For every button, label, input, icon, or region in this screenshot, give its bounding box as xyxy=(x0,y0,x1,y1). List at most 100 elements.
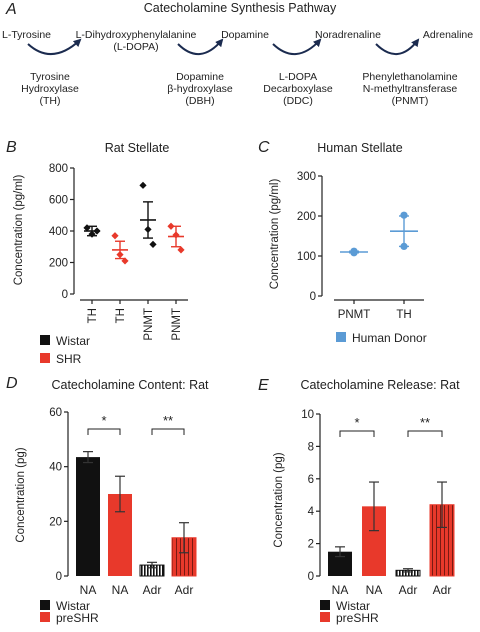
panel-letter-b: B xyxy=(6,139,17,156)
compound-l-tyrosine: L-Tyrosine xyxy=(2,29,51,41)
enzyme-ddc-line1: L-DOPA xyxy=(279,71,317,83)
panel-letter-d: D xyxy=(6,375,18,392)
arrow-dopamine-to-noradrenaline xyxy=(272,38,322,55)
significance-label: * xyxy=(101,413,106,428)
y-tick-label: 800 xyxy=(49,163,68,175)
y-axis-label: Concentration (pg/ml) xyxy=(13,175,25,286)
legend-swatch xyxy=(40,335,50,345)
chart-catecholamine-content: D Catecholamine Content: Rat Concentrati… xyxy=(6,375,209,625)
compound-l-dopa-abbrev: (L-DOPA) xyxy=(113,41,158,53)
panel-letter-e: E xyxy=(258,377,269,394)
enzyme-th-line1: Tyrosine xyxy=(30,71,70,83)
chart-title: Rat Stellate xyxy=(105,141,170,155)
enzyme-ddc-line3: (DDC) xyxy=(283,95,313,107)
arrow-ldopa-to-dopamine xyxy=(177,38,224,55)
bar xyxy=(76,457,100,576)
chart-catecholamine-release: E Catecholamine Release: Rat Concentrati… xyxy=(258,377,460,625)
legend-swatch xyxy=(40,612,50,622)
data-point xyxy=(111,232,119,240)
data-point xyxy=(116,251,124,259)
enzyme-pnmt-line2: N-methyltransferase xyxy=(363,83,458,95)
enzyme-dbh-line1: Dopamine xyxy=(176,71,224,83)
x-tick-label: Adr xyxy=(399,583,418,597)
x-tick-label: NA xyxy=(332,583,349,597)
data-point xyxy=(400,211,408,219)
data-point xyxy=(144,225,152,234)
significance-bracket xyxy=(339,430,375,437)
data-point xyxy=(139,181,147,189)
chart-human-stellate: C Human Stellate Concentration (pg/ml) 0… xyxy=(258,139,427,345)
arrow-noradrenaline-to-adrenaline xyxy=(375,38,420,55)
compound-adrenaline: Adrenaline xyxy=(423,29,473,41)
x-tick-label: Adr xyxy=(143,583,162,597)
y-tick-label: 6 xyxy=(308,474,314,486)
compound-dopamine: Dopamine xyxy=(221,29,269,41)
legend-swatch xyxy=(40,353,50,363)
enzyme-th-line2: Hydroxylase xyxy=(21,83,79,95)
enzyme-pnmt-line3: (PNMT) xyxy=(392,95,429,107)
pathway-title: Catecholamine Synthesis Pathway xyxy=(144,1,337,15)
data-point xyxy=(177,246,185,254)
y-tick-label: 10 xyxy=(301,409,314,421)
x-tick-label: PNMT xyxy=(171,308,183,341)
data-point xyxy=(121,257,129,265)
y-tick-label: 0 xyxy=(56,571,62,583)
legend-label: preSHR xyxy=(336,611,379,625)
y-axis-label: Concentration (pg) xyxy=(273,452,285,547)
y-tick-label: 200 xyxy=(297,211,316,223)
data-point xyxy=(167,222,175,230)
chart-title: Catecholamine Content: Rat xyxy=(51,378,209,392)
legend-label: SHR xyxy=(56,352,82,366)
x-tick-label: PNMT xyxy=(143,308,155,341)
significance-bracket xyxy=(151,428,185,435)
legend-swatch xyxy=(320,612,330,622)
legend-label: preSHR xyxy=(56,611,99,625)
x-tick-label: TH xyxy=(396,309,411,321)
y-tick-label: 20 xyxy=(49,516,62,528)
y-tick-label: 2 xyxy=(308,539,314,551)
y-tick-label: 0 xyxy=(310,291,316,303)
data-point xyxy=(88,230,96,238)
legend-swatch xyxy=(336,332,346,342)
significance-bracket xyxy=(407,430,443,437)
y-tick-label: 4 xyxy=(308,506,315,518)
significance-label: ** xyxy=(163,413,173,428)
y-tick-label: 40 xyxy=(49,462,62,474)
y-tick-label: 300 xyxy=(297,171,316,183)
data-point xyxy=(83,224,91,232)
legend-swatch xyxy=(40,600,50,610)
y-tick-label: 0 xyxy=(62,289,68,301)
significance-label: ** xyxy=(420,415,430,430)
x-tick-label: TH xyxy=(87,308,99,323)
enzyme-dbh-line3: (DBH) xyxy=(185,95,214,107)
y-tick-label: 600 xyxy=(49,195,68,207)
x-tick-label: NA xyxy=(112,583,129,597)
y-axis-label: Concentration (pg/ml) xyxy=(269,179,281,290)
data-point xyxy=(400,242,408,250)
legend-label: Human Donor xyxy=(352,331,427,345)
significance-label: * xyxy=(354,415,359,430)
compound-noradrenaline: Noradrenaline xyxy=(315,29,381,41)
enzyme-ddc-line2: Decarboxylase xyxy=(263,83,333,95)
data-point xyxy=(93,227,101,235)
chart-title: Catecholamine Release: Rat xyxy=(300,378,460,392)
x-tick-label: NA xyxy=(366,583,383,597)
legend-label: Wistar xyxy=(56,334,90,348)
y-axis-label: Concentration (pg) xyxy=(15,447,27,542)
arrow-tyrosine-to-ldopa xyxy=(27,38,82,56)
y-tick-label: 0 xyxy=(308,571,314,583)
legend-label: Wistar xyxy=(336,599,370,613)
data-point xyxy=(149,240,157,248)
legend-label: Wistar xyxy=(56,599,90,613)
x-tick-label: TH xyxy=(115,308,127,323)
chart-title: Human Stellate xyxy=(317,141,403,155)
panel-letter-c: C xyxy=(258,139,270,156)
legend-swatch xyxy=(320,600,330,610)
x-tick-label: Adr xyxy=(433,583,452,597)
data-point xyxy=(172,231,180,239)
y-tick-label: 100 xyxy=(297,251,316,263)
x-tick-label: PNMT xyxy=(338,309,371,321)
significance-bracket xyxy=(87,428,121,435)
enzyme-pnmt-line1: Phenylethanolamine xyxy=(362,71,457,83)
